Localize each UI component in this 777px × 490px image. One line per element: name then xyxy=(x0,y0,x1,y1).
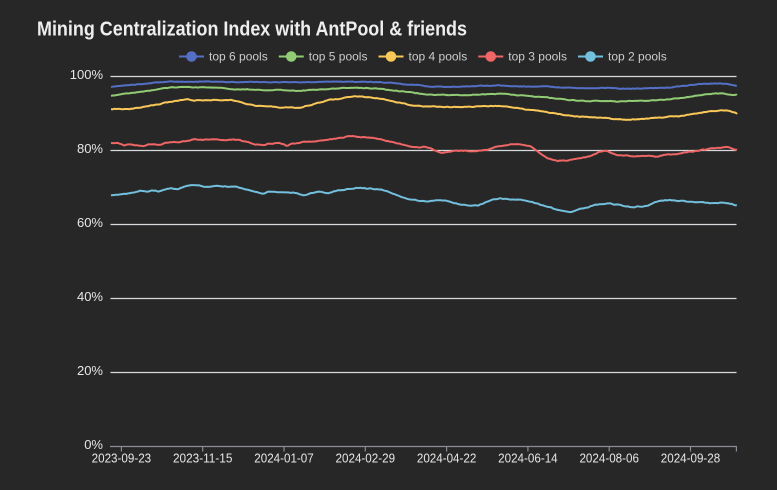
svg-text:2024-01-07: 2024-01-07 xyxy=(254,451,314,466)
svg-text:top 6 pools: top 6 pools xyxy=(209,49,268,63)
svg-text:100%: 100% xyxy=(70,67,104,82)
svg-text:2024-09-28: 2024-09-28 xyxy=(661,451,721,466)
svg-text:top 5 pools: top 5 pools xyxy=(309,49,368,63)
svg-text:2023-11-15: 2023-11-15 xyxy=(173,451,233,466)
svg-text:20%: 20% xyxy=(77,363,103,378)
svg-text:Mining Centralization Index wi: Mining Centralization Index with AntPool… xyxy=(37,18,467,40)
svg-text:2024-08-06: 2024-08-06 xyxy=(579,451,639,466)
svg-text:40%: 40% xyxy=(77,289,103,304)
svg-text:80%: 80% xyxy=(77,141,103,156)
svg-text:top 2 pools: top 2 pools xyxy=(608,49,667,63)
svg-text:2024-04-22: 2024-04-22 xyxy=(417,451,477,466)
svg-text:60%: 60% xyxy=(77,215,103,230)
svg-text:2023-09-23: 2023-09-23 xyxy=(92,451,152,466)
svg-text:2024-06-14: 2024-06-14 xyxy=(498,451,558,466)
svg-text:top 4 pools: top 4 pools xyxy=(409,49,468,63)
svg-text:2024-02-29: 2024-02-29 xyxy=(336,451,396,466)
svg-text:0%: 0% xyxy=(84,437,103,452)
svg-text:top 3 pools: top 3 pools xyxy=(508,49,567,63)
